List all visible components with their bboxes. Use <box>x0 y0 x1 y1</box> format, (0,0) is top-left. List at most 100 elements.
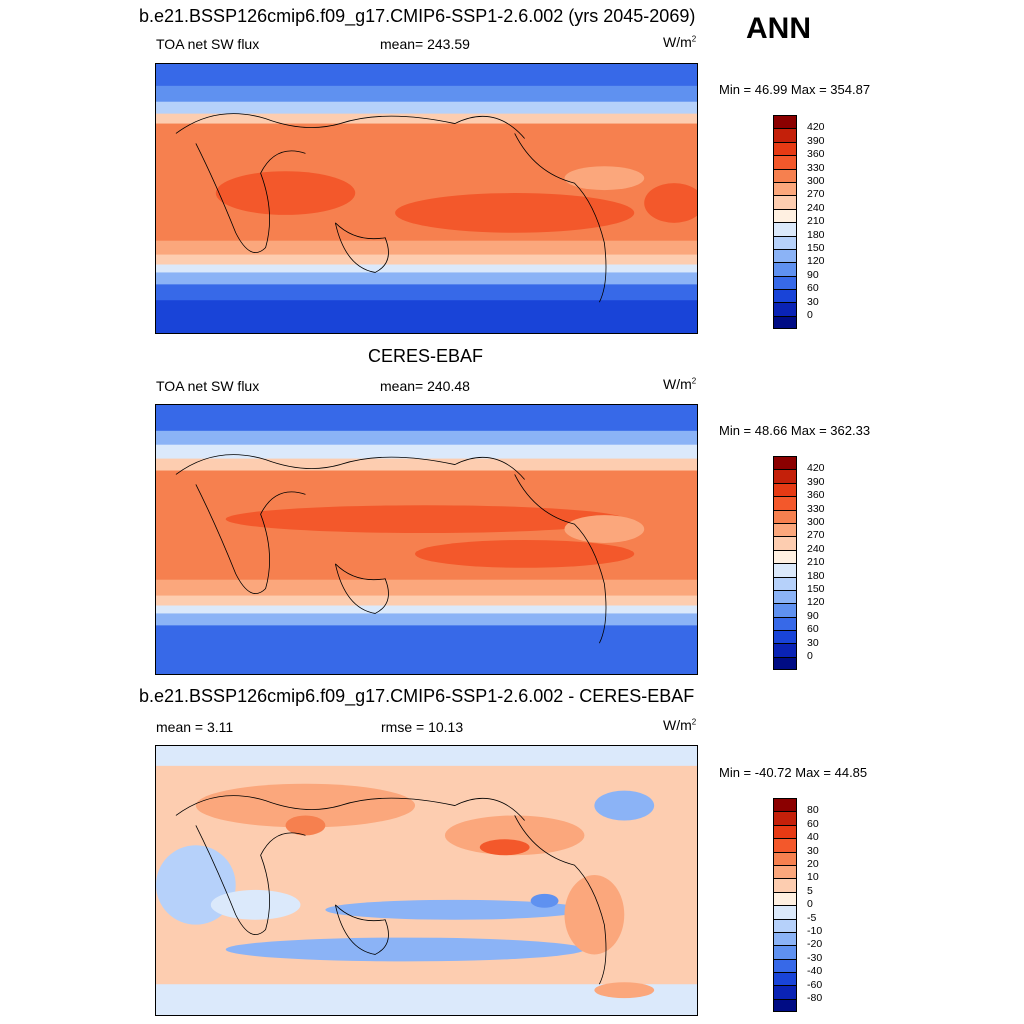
colorbar-tick-label: 300 <box>807 175 825 187</box>
colorbar-tick-label: 150 <box>807 242 825 254</box>
panel-2-minmax: Min = 48.66 Max = 362.33 <box>719 423 871 438</box>
colorbar-tick-label: 80 <box>807 804 819 817</box>
colorbar-box <box>773 549 797 564</box>
colorbar-tick-label: 20 <box>807 858 819 870</box>
colorbar-tick-label: 270 <box>807 529 825 542</box>
colorbar-box <box>773 195 797 209</box>
season-label: ANN <box>746 12 811 45</box>
panel-2-mean-label: mean= 240.48 <box>380 378 470 394</box>
panel-1-variable-label: TOA net SW flux <box>156 36 260 52</box>
panel-3-units: W/m2 <box>663 717 697 733</box>
colorbar-box <box>773 222 797 236</box>
colorbar-box <box>773 798 797 812</box>
colorbar-tick-label: 330 <box>807 502 825 515</box>
colorbar-tick-label: 60 <box>807 817 819 830</box>
colorbar-box <box>773 643 797 657</box>
panel-2-map <box>155 404 698 675</box>
panel-1-minmax: Min = 46.99 Max = 354.87 <box>719 82 871 97</box>
colorbar-tick-label: 390 <box>807 134 825 147</box>
panel-1-title: b.e21.BSSP126cmip6.f09_g17.CMIP6-SSP1-2.… <box>139 6 696 26</box>
panel-3-rmse-label: rmse = 10.13 <box>381 719 464 735</box>
colorbar-tick-label: 120 <box>807 596 825 609</box>
colorbar-tick-label: 210 <box>807 215 825 228</box>
colorbar-box <box>773 918 797 932</box>
colorbar-box <box>773 972 797 986</box>
colorbar-box <box>773 155 797 169</box>
colorbar-box <box>773 248 797 263</box>
colorbar-tick-label: 180 <box>807 228 825 241</box>
colorbar-tick-label: -40 <box>807 965 823 978</box>
colorbar-box <box>773 998 797 1013</box>
colorbar-box <box>773 482 797 497</box>
colorbar-box <box>773 128 797 142</box>
colorbar-tick-label: -30 <box>807 951 823 964</box>
colorbar-tick-label: 240 <box>807 201 825 214</box>
colorbar-tick-label: 240 <box>807 542 825 555</box>
colorbar-tick-label: 0 <box>807 650 813 662</box>
colorbar-box <box>773 985 797 999</box>
colorbar-box <box>773 931 797 946</box>
colorbar-box <box>773 536 797 550</box>
colorbar-tick-label: 30 <box>807 295 819 308</box>
colorbar-tick-label: 0 <box>807 898 813 911</box>
colorbar-tick-label: 270 <box>807 188 825 201</box>
panel-1-units: W/m2 <box>663 34 697 50</box>
panel-3-title: b.e21.BSSP126cmip6.f09_g17.CMIP6-SSP1-2.… <box>139 686 695 706</box>
colorbar-tick-label: -80 <box>807 992 823 1004</box>
panel-3-mean-label: mean = 3.11 <box>156 719 234 735</box>
colorbar-tick-label: -60 <box>807 978 823 991</box>
colorbar-tick-label: -5 <box>807 911 817 924</box>
colorbar-tick-label: 90 <box>807 268 819 281</box>
colorbar-tick-label: 0 <box>807 309 813 321</box>
colorbar-box <box>773 589 797 604</box>
colorbar-tick-label: -20 <box>807 938 823 951</box>
colorbar-box <box>773 576 797 590</box>
colorbar-tick-label: 360 <box>807 489 825 502</box>
colorbar-box <box>773 168 797 182</box>
colorbar-box <box>773 456 797 470</box>
panel-1-mean-label: mean= 243.59 <box>380 36 470 52</box>
colorbar-tick-label: 420 <box>807 462 825 475</box>
colorbar-box <box>773 603 797 617</box>
colorbar-box <box>773 208 797 223</box>
colorbar-tick-label: 5 <box>807 884 813 897</box>
colorbar-box <box>773 235 797 249</box>
colorbar-box <box>773 509 797 523</box>
colorbar-tick-label: 150 <box>807 583 825 595</box>
colorbar-box <box>773 262 797 276</box>
colorbar-tick-label: 390 <box>807 475 825 488</box>
colorbar-box <box>773 878 797 892</box>
colorbar-box <box>773 181 797 196</box>
colorbar-tick-label: 60 <box>807 282 819 295</box>
colorbar-tick-label: 90 <box>807 609 819 622</box>
colorbar-box <box>773 115 797 129</box>
colorbar-tick-label: 420 <box>807 121 825 134</box>
colorbar-tick-label: 30 <box>807 636 819 649</box>
colorbar-box <box>773 275 797 290</box>
colorbar-tick-label: 210 <box>807 556 825 569</box>
panel-3-colorbar <box>773 798 797 1013</box>
colorbar-box <box>773 563 797 577</box>
colorbar-box <box>773 656 797 671</box>
colorbar-box <box>773 496 797 510</box>
colorbar-tick-label: 120 <box>807 255 825 268</box>
panel-2-title: CERES-EBAF <box>368 346 484 366</box>
colorbar-tick-label: 360 <box>807 148 825 161</box>
colorbar-box <box>773 891 797 906</box>
colorbar-tick-label: 30 <box>807 844 819 857</box>
colorbar-box <box>773 315 797 330</box>
colorbar-box <box>773 522 797 537</box>
panel-1-colorbar <box>773 115 797 330</box>
colorbar-tick-label: 330 <box>807 161 825 174</box>
colorbar-box <box>773 905 797 919</box>
colorbar-box <box>773 811 797 825</box>
panel-2-units: W/m2 <box>663 376 697 392</box>
colorbar-box <box>773 864 797 879</box>
colorbar-tick-label: 40 <box>807 831 819 844</box>
colorbar-box <box>773 141 797 156</box>
colorbar-tick-label: -10 <box>807 925 823 937</box>
colorbar-box <box>773 838 797 852</box>
panel-3-minmax: Min = -40.72 Max = 44.85 <box>719 765 868 780</box>
colorbar-tick-label: 10 <box>807 871 819 884</box>
panel-2-colorbar <box>773 456 797 671</box>
